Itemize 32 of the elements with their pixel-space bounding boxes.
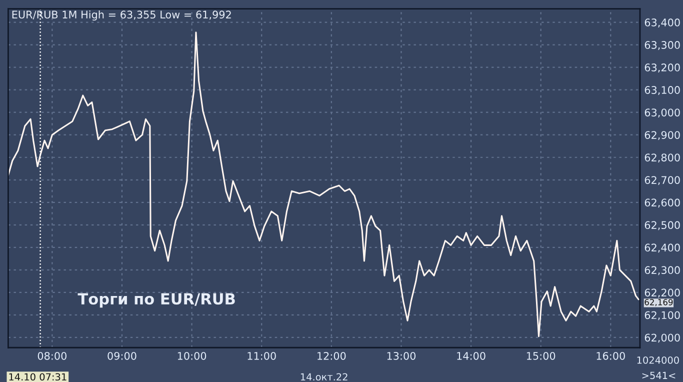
x-tick-label: 15:00: [526, 352, 556, 360]
x-tick-label: 08:00: [38, 352, 66, 360]
line-series: [8, 32, 640, 338]
text: 14.окт.22: [300, 373, 348, 381]
text: >541<: [642, 372, 676, 380]
y-tick-label: 62,200: [644, 288, 680, 298]
annotation: 62,169: [644, 299, 673, 306]
y-tick-label: 63,100: [644, 86, 680, 96]
y-tick-label: 62,300: [644, 266, 680, 276]
x-tick-label: 11:00: [248, 352, 276, 360]
y-tick-label: 62,800: [644, 154, 680, 163]
y-tick-label: 63,300: [644, 41, 680, 50]
y-tick-label: 63,200: [644, 64, 680, 72]
y-tick-label: 62,100: [644, 311, 680, 320]
text: 1024000: [637, 356, 679, 364]
y-tick-label: 62,000: [644, 334, 680, 343]
y-tick-label: 62,500: [644, 221, 680, 230]
x-tick-label: 16:00: [596, 352, 625, 360]
y-tick-label: 63,400: [644, 18, 680, 28]
x-tick-label: 10:00: [178, 352, 206, 360]
annotation: Торги по EUR/RUB: [78, 293, 235, 308]
y-tick-label: 63,000: [644, 108, 680, 118]
y-tick-label: 62,900: [644, 131, 680, 140]
x-tick-label: 09:00: [108, 352, 136, 360]
y-tick-label: 62,400: [644, 244, 680, 253]
chart-title: EUR/RUB 1M High = 63,355 Low = 61,992: [12, 10, 231, 21]
y-tick-label: 62,700: [644, 176, 680, 186]
y-tick-label: 62,600: [644, 198, 680, 208]
x-tick-label: 14:00: [457, 352, 486, 360]
x-tick-label: 13:00: [387, 352, 416, 360]
text: 14.10 07:31: [9, 373, 66, 381]
x-tick-label: 12:00: [318, 352, 346, 360]
